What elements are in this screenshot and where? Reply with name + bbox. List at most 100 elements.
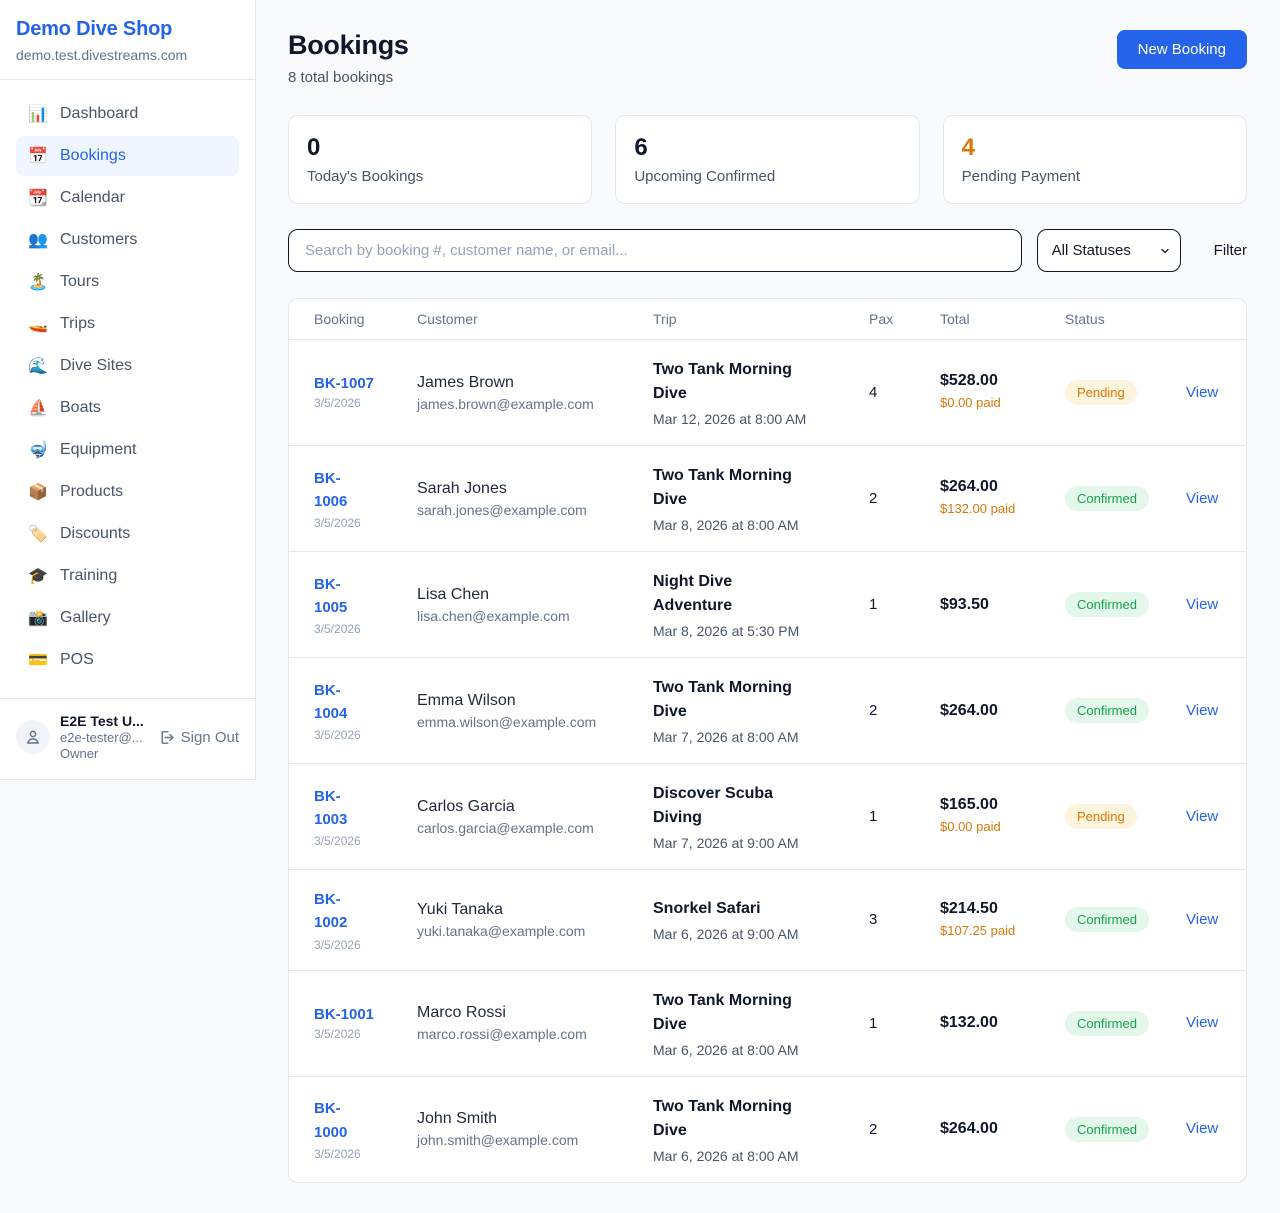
view-link[interactable]: View <box>1186 595 1219 613</box>
sidebar-item-bookings[interactable]: 📅 Bookings <box>16 136 239 176</box>
table-row: BK-1007 3/5/2026 James Brown james.brown… <box>289 339 1246 446</box>
view-link[interactable]: View <box>1186 1120 1219 1137</box>
booking-date: 3/5/2026 <box>314 622 361 637</box>
sidebar-item-label: Trips <box>60 315 95 332</box>
booking-date: 3/5/2026 <box>314 1026 361 1041</box>
status-badge: Pending <box>1065 804 1137 829</box>
graduation-cap-icon: 🎓 <box>28 568 48 585</box>
sidebar-item-dive-sites[interactable]: 🌊 Dive Sites <box>16 346 239 386</box>
sidebar-item-trips[interactable]: 🚤 Trips <box>16 304 239 344</box>
total-amount: $214.50 <box>940 899 998 917</box>
booking-date: 3/5/2026 <box>314 396 361 410</box>
sidebar-item-label: Gallery <box>60 609 111 626</box>
sidebar-item-label: Products <box>60 483 124 500</box>
stats-cards: 0 Today's Bookings 6 Upcoming Confirmed … <box>288 115 1247 204</box>
customer-email: emma.wilson@example.com <box>417 713 597 730</box>
column-header-status: Status <box>1049 299 1170 340</box>
booking-link[interactable]: BK-1000 <box>314 1100 348 1141</box>
customer-name: Yuki Tanaka <box>417 900 503 918</box>
sidebar: Demo Dive Shop demo.test.divestreams.com… <box>0 0 256 780</box>
table-row: BK-1003 3/5/2026 Carlos Garcia carlos.ga… <box>289 763 1246 870</box>
sidebar-item-gallery[interactable]: 📸 Gallery <box>16 598 239 638</box>
column-header-booking: Booking <box>289 299 401 340</box>
column-header-pax: Pax <box>853 299 924 340</box>
sidebar-item-label: Customers <box>60 231 138 248</box>
user-info: E2E Test U... e2e-tester@... Owner <box>60 713 148 761</box>
booking-link[interactable]: BK-1003 <box>314 787 348 828</box>
brand-title: Demo Dive Shop <box>16 18 173 40</box>
booking-date: 3/5/2026 <box>314 728 361 743</box>
sidebar-item-tours[interactable]: 🏝️ Tours <box>16 262 239 302</box>
sidebar-item-boats[interactable]: ⛵ Boats <box>16 388 239 428</box>
trip-datetime: Mar 6, 2026 at 8:00 AM <box>653 1147 799 1164</box>
table-row: BK-1000 3/5/2026 John Smith john.smith@e… <box>289 1076 1246 1182</box>
trip-datetime: Mar 12, 2026 at 8:00 AM <box>653 411 807 427</box>
customer-name: John Smith <box>417 1110 498 1127</box>
view-link[interactable]: View <box>1186 383 1219 401</box>
sidebar-item-label: Calendar <box>60 189 125 206</box>
sailboat-icon: ⛵ <box>28 400 48 417</box>
sign-out-icon <box>161 730 174 744</box>
view-link[interactable]: View <box>1186 701 1219 719</box>
stat-value: 4 <box>961 134 976 161</box>
customer-name: Marco Rossi <box>417 1004 506 1021</box>
search-input[interactable] <box>288 229 1022 272</box>
status-filter-select[interactable]: All Statuses <box>1036 229 1181 272</box>
booking-date: 3/5/2026 <box>314 516 361 531</box>
booking-link[interactable]: BK-1007 <box>314 375 375 392</box>
trip-datetime: Mar 8, 2026 at 5:30 PM <box>653 623 800 639</box>
view-link[interactable]: View <box>1186 489 1219 507</box>
status-badge: Pending <box>1065 380 1137 405</box>
person-icon <box>27 730 39 744</box>
filters-bar: All Statuses Filter <box>288 229 1247 272</box>
calendar-icon: 📅 <box>28 148 48 165</box>
sidebar-item-equipment[interactable]: 🤿 Equipment <box>16 430 239 470</box>
column-header-trip: Trip <box>637 299 853 340</box>
customer-email: james.brown@example.com <box>417 395 594 412</box>
trip-datetime: Mar 7, 2026 at 8:00 AM <box>653 729 799 745</box>
booking-link[interactable]: BK-1001 <box>314 1005 375 1023</box>
sidebar-item-dashboard[interactable]: 📊 Dashboard <box>16 94 239 134</box>
page-title: Bookings <box>288 30 409 60</box>
sidebar-item-pos[interactable]: 💳 POS <box>16 640 239 680</box>
booking-link[interactable]: BK-1004 <box>314 681 348 722</box>
sidebar-item-products[interactable]: 📦 Products <box>16 472 239 512</box>
user-name: E2E Test U... <box>60 713 144 729</box>
page-subtitle: 8 total bookings <box>288 69 394 86</box>
pax-count: 2 <box>869 1120 878 1138</box>
main-content: Bookings 8 total bookings New Booking 0 … <box>256 0 1280 1213</box>
customer-email: marco.rossi@example.com <box>417 1026 587 1042</box>
pax-count: 1 <box>853 970 924 1077</box>
credit-card-icon: 💳 <box>28 652 48 669</box>
sidebar-item-calendar[interactable]: 📆 Calendar <box>16 178 239 218</box>
table-row: BK-1002 3/5/2026 Yuki Tanaka yuki.tanaka… <box>289 869 1246 971</box>
paid-amount: $0.00 paid <box>940 395 1001 411</box>
stat-label: Pending Payment <box>961 168 1081 185</box>
view-link[interactable]: View <box>1186 807 1219 825</box>
trip-name: Discover Scuba Diving <box>653 785 774 826</box>
sidebar-item-training[interactable]: 🎓 Training <box>16 556 239 596</box>
sidebar-item-label: Dashboard <box>60 105 139 122</box>
booking-link[interactable]: BK-1002 <box>314 891 348 932</box>
paid-amount: $107.25 paid <box>940 922 1016 938</box>
bookings-table: Booking Customer Trip Pax Total Status B… <box>289 299 1246 1182</box>
sign-out-button[interactable]: Sign Out <box>158 729 239 746</box>
booking-link[interactable]: BK-1005 <box>314 575 348 616</box>
sidebar-header: Demo Dive Shop demo.test.divestreams.com <box>0 0 255 80</box>
paid-amount: $0.00 paid <box>940 819 1001 835</box>
new-booking-button[interactable]: New Booking <box>1116 30 1247 69</box>
island-icon: 🏝️ <box>28 274 48 291</box>
stat-card-pending-payment: 4 Pending Payment <box>942 115 1247 204</box>
view-link[interactable]: View <box>1186 1014 1219 1031</box>
pax-count: 3 <box>853 869 924 971</box>
status-badge: Confirmed <box>1065 1010 1149 1036</box>
filter-button[interactable]: Filter <box>1213 242 1247 259</box>
trip-datetime: Mar 8, 2026 at 8:00 AM <box>653 517 799 533</box>
booking-link[interactable]: BK-1006 <box>314 469 348 510</box>
sidebar-item-customers[interactable]: 👥 Customers <box>16 220 239 260</box>
package-icon: 📦 <box>28 484 48 501</box>
sidebar-item-discounts[interactable]: 🏷️ Discounts <box>16 514 239 554</box>
status-badge: Confirmed <box>1065 698 1149 723</box>
view-link[interactable]: View <box>1186 910 1219 928</box>
avatar <box>16 720 50 754</box>
